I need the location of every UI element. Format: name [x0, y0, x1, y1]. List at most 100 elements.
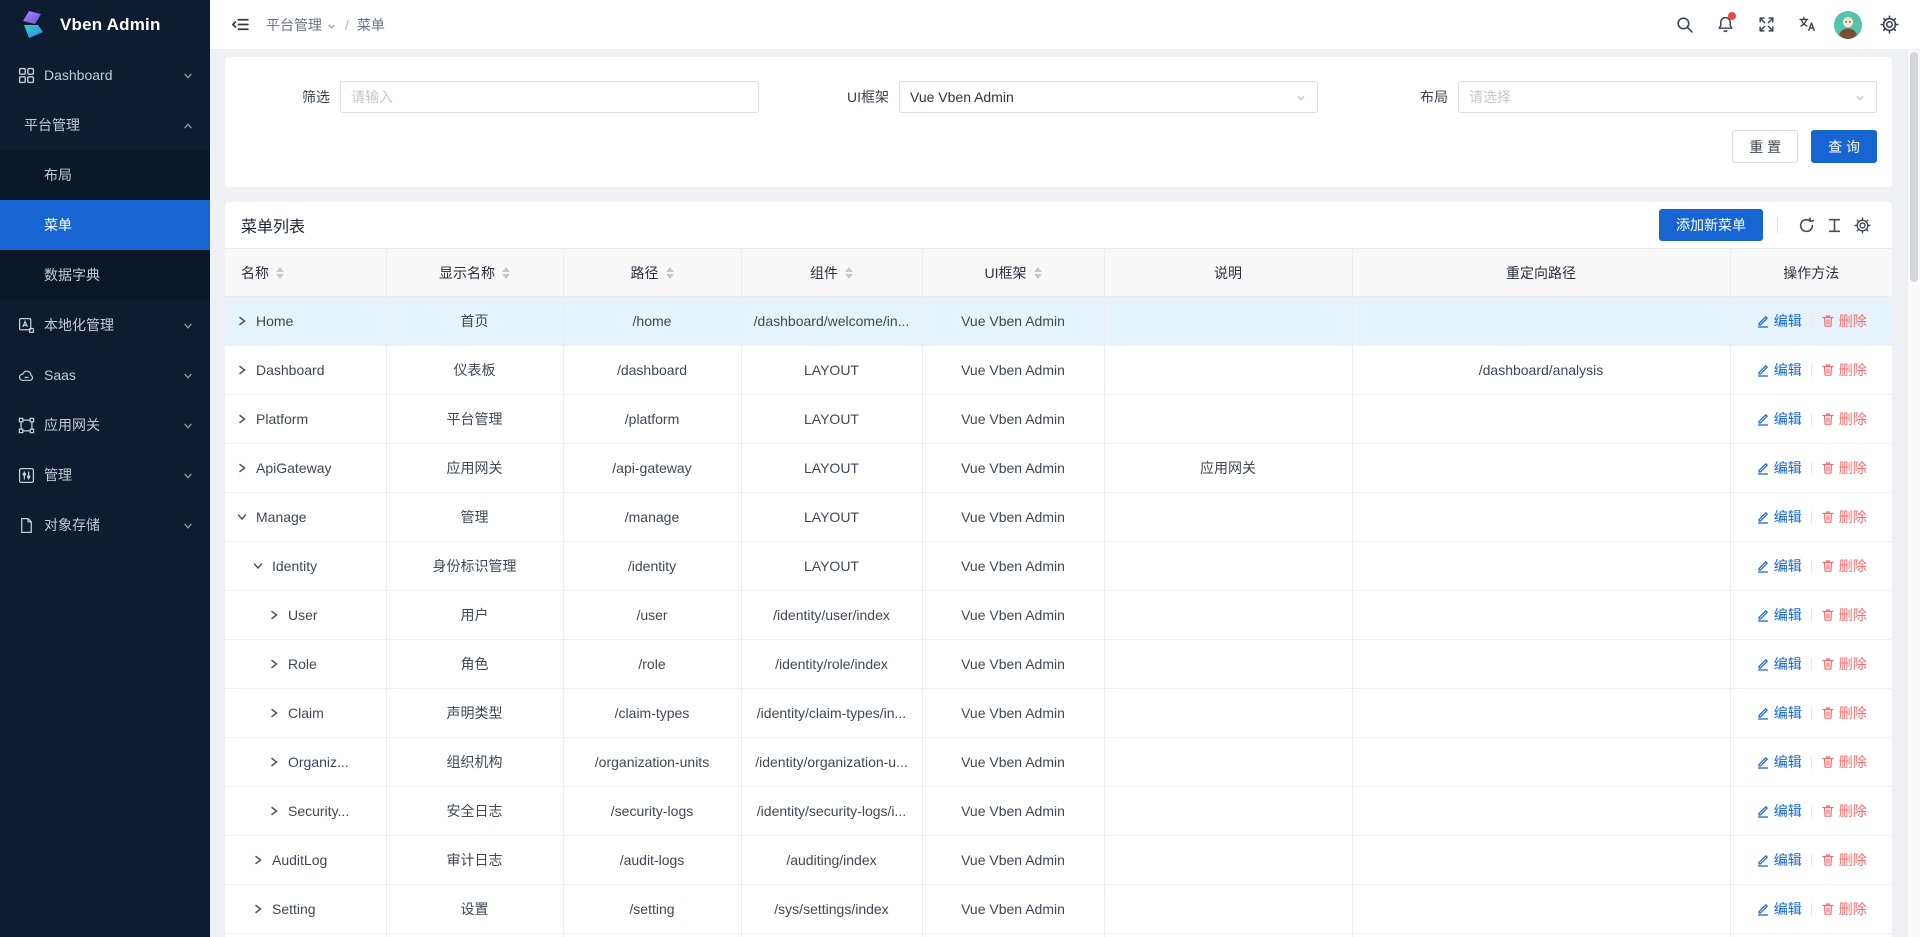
scrollbar-thumb[interactable]	[1910, 52, 1918, 282]
row-actions: 编辑 删除	[1731, 850, 1893, 870]
collapse-row-icon[interactable]	[251, 559, 265, 573]
row-height-icon[interactable]	[1820, 211, 1848, 239]
add-menu-button[interactable]: 添加新菜单	[1659, 209, 1763, 241]
edit-link[interactable]: 编辑	[1756, 311, 1802, 331]
name-cell-content: Dashboard	[225, 362, 385, 378]
expand-row-icon[interactable]	[267, 755, 281, 769]
column-header-4[interactable]: 组件	[741, 248, 923, 297]
delete-link[interactable]: 删除	[1821, 409, 1867, 429]
column-header-1[interactable]: 名称	[225, 248, 387, 297]
expand-row-icon[interactable]	[267, 608, 281, 622]
delete-link[interactable]: 删除	[1821, 654, 1867, 674]
edit-link[interactable]: 编辑	[1756, 703, 1802, 723]
expand-row-icon[interactable]	[235, 461, 249, 475]
edit-link[interactable]: 编辑	[1756, 654, 1802, 674]
edit-label: 编辑	[1773, 803, 1802, 819]
language-icon[interactable]	[1790, 8, 1824, 42]
delete-link[interactable]: 删除	[1821, 801, 1867, 821]
expand-row-icon[interactable]	[235, 412, 249, 426]
delete-link[interactable]: 删除	[1821, 556, 1867, 576]
sidebar-item-dashboard[interactable]: Dashboard	[0, 50, 210, 100]
edit-link[interactable]: 编辑	[1756, 360, 1802, 380]
sidebar: Vben Admin Dashboard 平台管理 布局 菜单 数据字典 本地化管理 Saa…	[0, 0, 210, 937]
table-row[interactable]: AuditLog 审计日志/audit-logs/auditing/index Vu…	[225, 835, 1893, 885]
cell-component: LAYOUT	[741, 345, 923, 395]
collapse-sidebar-icon[interactable]	[224, 9, 256, 41]
sidebar-item-platform[interactable]: 平台管理	[0, 100, 210, 150]
table-row[interactable]: Platform 平台管理/platform LAYOUT Vue Vben Admi…	[225, 394, 1892, 444]
settings-icon[interactable]	[1872, 8, 1906, 42]
edit-link[interactable]: 编辑	[1756, 752, 1802, 772]
delete-link[interactable]: 删除	[1821, 458, 1867, 478]
delete-link[interactable]: 删除	[1821, 360, 1867, 380]
delete-link[interactable]: 删除	[1821, 507, 1867, 527]
filter-field-name: 筛选	[240, 81, 759, 113]
table-row[interactable]: Role 角色/role/identity/role/index Vue Vben …	[225, 639, 1892, 689]
collapse-row-icon[interactable]	[235, 510, 249, 524]
edit-link[interactable]: 编辑	[1756, 850, 1802, 870]
delete-link[interactable]: 删除	[1821, 899, 1867, 919]
table-row[interactable]: Setting 设置/setting/sys/settings/index Vue …	[225, 884, 1892, 934]
cell-framework: Vue Vben Admin	[922, 492, 1105, 542]
expand-row-icon[interactable]	[267, 657, 281, 671]
delete-link[interactable]: 删除	[1821, 311, 1867, 331]
filter-field-layout: 布局 请选择	[1358, 81, 1877, 113]
table-row[interactable]: Identity 身份标识管理/identity LAYOUT Vue Vben Ad…	[225, 541, 1892, 591]
table-row[interactable]	[225, 933, 1892, 937]
sidebar-item-saas[interactable]: Saas	[0, 350, 210, 400]
search-button[interactable]: 查 询	[1811, 130, 1877, 163]
table-row[interactable]: Manage 管理/manage LAYOUT Vue Vben Admin 编辑 删除	[225, 492, 1892, 542]
delete-link[interactable]: 删除	[1821, 850, 1867, 870]
reset-button[interactable]: 重 置	[1732, 130, 1799, 163]
expand-row-icon[interactable]	[251, 902, 265, 916]
expand-row-icon[interactable]	[235, 363, 249, 377]
sidebar-item-localization[interactable]: 本地化管理	[0, 300, 210, 350]
cell-display-name: 应用网关	[386, 443, 564, 493]
sidebar-item-layout[interactable]: 布局	[0, 150, 210, 200]
search-icon[interactable]	[1667, 8, 1701, 42]
table-row[interactable]: Home 首页/home/dashboard/welcome/in... Vue V…	[225, 296, 1892, 346]
sidebar-item-label: 对象存储	[44, 517, 100, 533]
sidebar-item-menu[interactable]: 菜单	[0, 200, 210, 250]
cell-path	[563, 933, 742, 937]
app-title: Vben Admin	[60, 15, 161, 34]
delete-link[interactable]: 删除	[1821, 605, 1867, 625]
edit-link[interactable]: 编辑	[1756, 458, 1802, 478]
column-header-5[interactable]: UI框架	[922, 248, 1105, 297]
table-row[interactable]: User 用户/user/identity/user/index Vue Vben …	[225, 590, 1892, 640]
expand-row-icon[interactable]	[267, 804, 281, 818]
expand-row-icon[interactable]	[267, 706, 281, 720]
breadcrumb-item-platform[interactable]: 平台管理	[266, 15, 337, 35]
sidebar-item-data-dictionary[interactable]: 数据字典	[0, 250, 210, 300]
table-row[interactable]: Dashboard 仪表板/dashboard LAYOUT Vue Vben Adm…	[225, 345, 1892, 395]
layout-select[interactable]: 请选择	[1458, 81, 1877, 113]
table-row[interactable]: Security... 安全日志/security-logs/identity/s…	[225, 786, 1892, 836]
edit-link[interactable]: 编辑	[1756, 899, 1802, 919]
filter-input[interactable]	[340, 81, 759, 113]
expand-row-icon[interactable]	[251, 853, 265, 867]
user-avatar[interactable]	[1831, 8, 1865, 42]
edit-link[interactable]: 编辑	[1756, 801, 1802, 821]
expand-row-icon[interactable]	[235, 314, 249, 328]
delete-link[interactable]: 删除	[1821, 703, 1867, 723]
sidebar-item-app-gateway[interactable]: 应用网关	[0, 400, 210, 450]
ui-framework-select[interactable]: Vue Vben Admin	[899, 81, 1318, 113]
edit-link[interactable]: 编辑	[1756, 605, 1802, 625]
notifications-icon[interactable]	[1708, 8, 1742, 42]
row-actions: 编辑 删除	[1731, 752, 1893, 772]
column-header-2[interactable]: 显示名称	[386, 248, 564, 297]
table-row[interactable]: ApiGateway 应用网关/api-gateway LAYOUT Vue Vben…	[225, 443, 1892, 493]
column-header-3[interactable]: 路径	[563, 248, 742, 297]
edit-link[interactable]: 编辑	[1756, 556, 1802, 576]
refresh-icon[interactable]	[1792, 211, 1820, 239]
delete-link[interactable]: 删除	[1821, 752, 1867, 772]
sidebar-item-manage[interactable]: 管理	[0, 450, 210, 500]
table-row[interactable]: Claim 声明类型/claim-types/identity/claim-typ…	[225, 688, 1892, 738]
table-row[interactable]: Organiz... 组织机构/organization-units/identi…	[225, 737, 1893, 787]
fullscreen-icon[interactable]	[1749, 8, 1783, 42]
table-settings-icon[interactable]	[1848, 211, 1876, 239]
sidebar-item-object-storage[interactable]: 对象存储	[0, 500, 210, 550]
logo[interactable]: Vben Admin	[0, 0, 210, 50]
edit-link[interactable]: 编辑	[1756, 507, 1802, 527]
edit-link[interactable]: 编辑	[1756, 409, 1802, 429]
